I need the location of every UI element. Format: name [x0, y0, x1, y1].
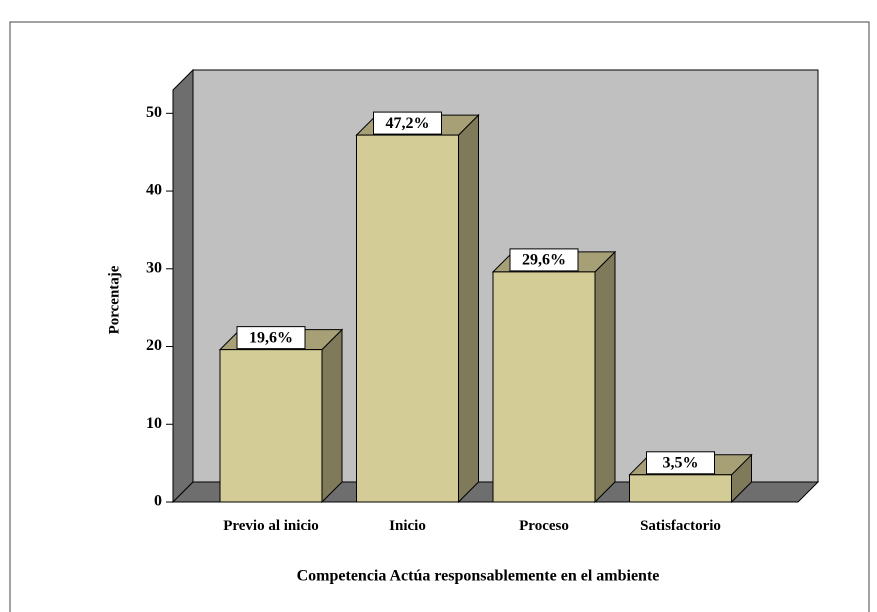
- y-tick-label: 20: [146, 337, 162, 354]
- bar-side: [321, 328, 343, 504]
- bar-side: [458, 113, 479, 504]
- y-tick-label: 10: [146, 415, 162, 432]
- value-label: 29,6%: [522, 252, 566, 269]
- bar: [219, 349, 323, 503]
- y-tick-label: 50: [146, 104, 162, 121]
- bar: [356, 134, 459, 503]
- bar-side: [594, 250, 616, 504]
- value-label-box: [509, 248, 579, 272]
- y-tick-label: 40: [146, 182, 162, 199]
- value-label-box: [236, 326, 306, 350]
- x-tick-label: Inicio: [389, 518, 426, 534]
- value-label-box: [646, 451, 715, 475]
- x-axis-label: Competencia Actúa responsablemente en el…: [297, 568, 660, 585]
- y-tick-label: 30: [146, 259, 162, 276]
- y-tick-label: 0: [154, 493, 162, 510]
- value-label: 19,6%: [249, 329, 293, 346]
- left-wall: [172, 68, 194, 504]
- value-label-box: [373, 111, 442, 135]
- bar: [629, 474, 732, 503]
- x-tick-label: Satisfactorio: [640, 518, 721, 534]
- value-label: 47,2%: [386, 115, 430, 132]
- value-label: 3,5%: [663, 454, 699, 471]
- x-tick-label: Proceso: [519, 518, 569, 534]
- x-tick-label: Previo al inicio: [223, 518, 319, 534]
- bar: [492, 271, 596, 503]
- y-axis-label: Porcentaje: [106, 265, 122, 334]
